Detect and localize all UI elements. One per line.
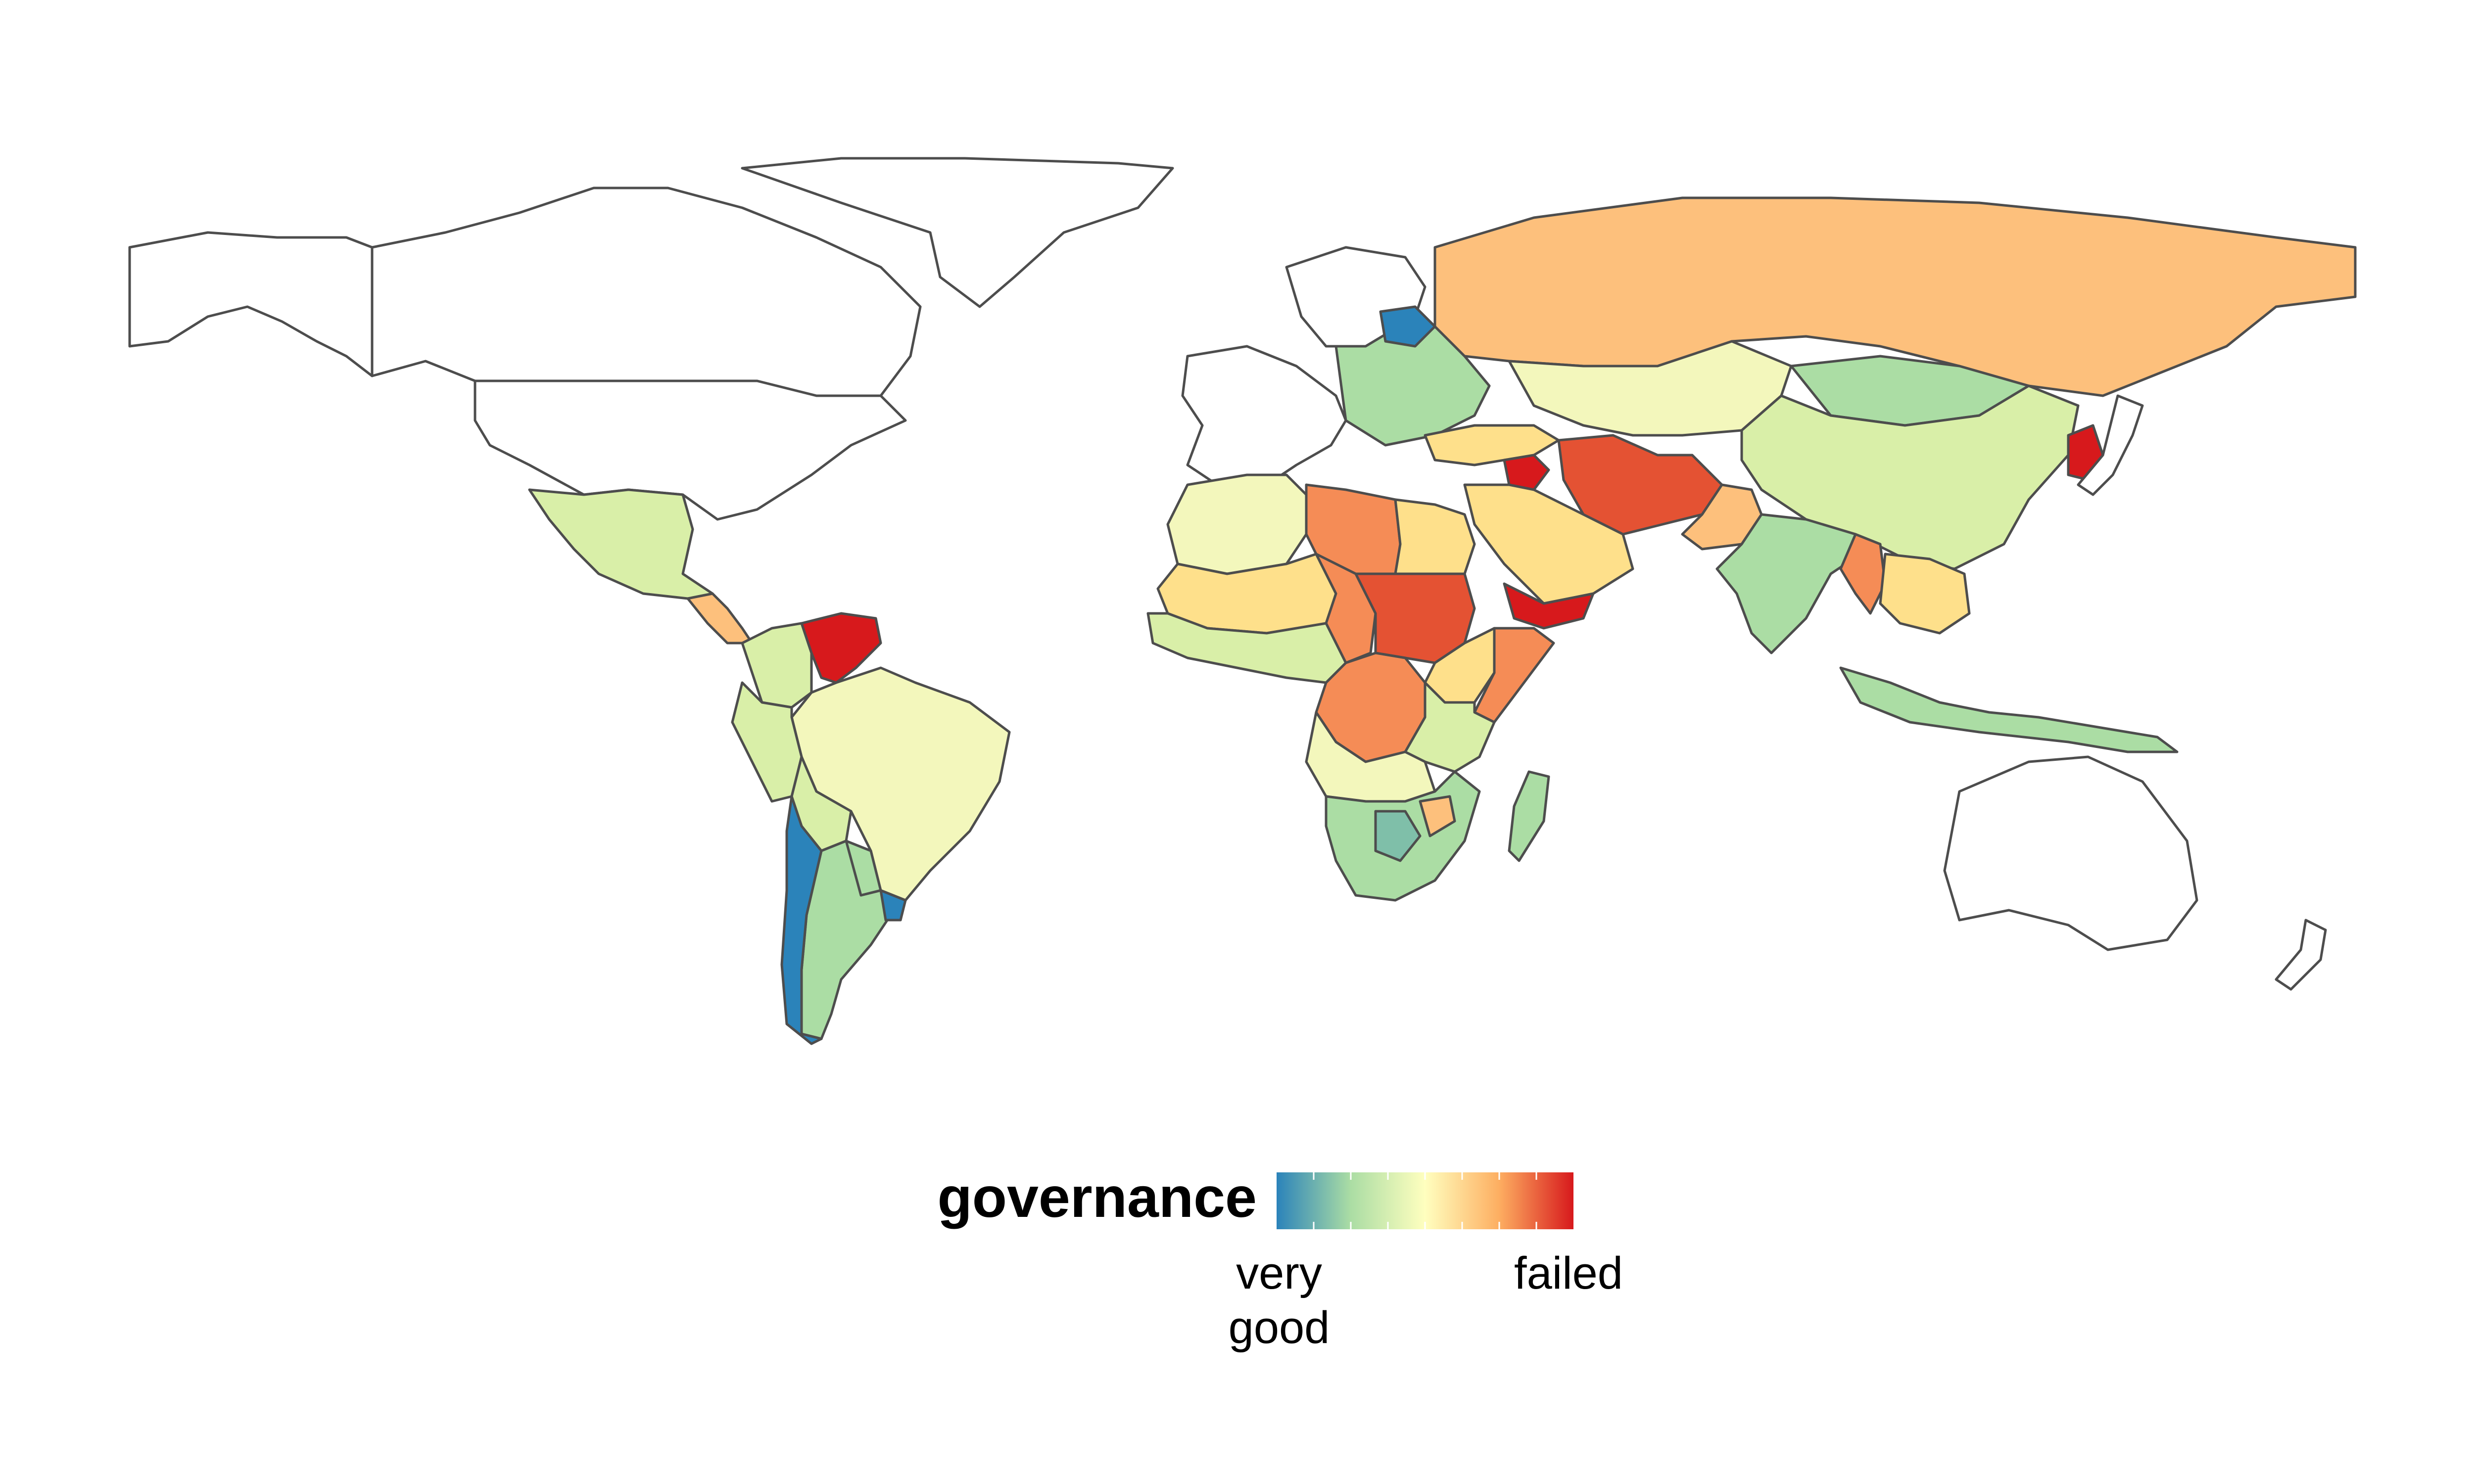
legend-ticks [1313,1172,1537,1229]
venezuela[interactable] [800,612,882,684]
egypt[interactable] [1394,498,1476,575]
east-africa[interactable] [1404,681,1496,773]
southeast-asia[interactable] [1879,553,1971,635]
arabia[interactable] [1463,483,1634,605]
legend-low-label-line2: good [1229,1302,1330,1353]
north-africa-west[interactable] [1166,473,1308,575]
china[interactable] [1740,384,2080,570]
japan[interactable] [2077,394,2144,496]
legend-colorbar [1277,1172,1573,1229]
zimbabwe[interactable] [1419,795,1456,837]
indonesia[interactable] [1839,666,2179,753]
madagascar[interactable] [1508,770,1550,862]
alaska[interactable] [128,231,374,377]
baltics[interactable] [1379,305,1436,348]
new-zealand[interactable] [2275,919,2327,991]
yemen[interactable] [1503,582,1595,630]
mexico[interactable] [528,488,714,600]
uruguay[interactable] [879,889,907,922]
canada[interactable] [371,186,922,397]
governance-legend: governance very good failed [937,1166,1623,1353]
western-europe[interactable] [1181,345,1347,486]
central-america[interactable] [686,592,754,645]
botswana[interactable] [1374,810,1422,862]
legend-high-label: failed [1514,1248,1623,1298]
australia[interactable] [1943,755,2198,951]
syria[interactable] [1503,454,1550,491]
greenland[interactable] [741,157,1174,308]
chile[interactable] [780,795,823,1045]
countries-layer [128,157,2357,1045]
legend-title: governance [937,1166,1257,1229]
united-states[interactable] [474,379,907,521]
sudan[interactable] [1354,572,1476,664]
legend-low-label-line1: very [1236,1248,1322,1298]
turkey[interactable] [1424,424,1560,466]
india[interactable] [1715,513,1862,654]
myanmar[interactable] [1839,533,1887,615]
